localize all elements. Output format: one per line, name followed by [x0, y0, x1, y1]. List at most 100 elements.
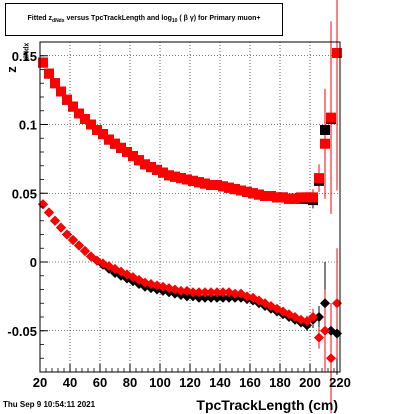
title-log-subscript: 10	[171, 18, 178, 24]
data-point-square	[56, 86, 66, 97]
data-point-square	[116, 142, 126, 153]
data-point-square	[86, 119, 96, 130]
data-point-diamond	[194, 287, 204, 298]
data-point-diamond	[206, 287, 216, 298]
data-point-diamond	[188, 287, 198, 298]
data-point-square	[236, 185, 246, 196]
data-point-square	[302, 192, 312, 203]
data-point-square	[194, 177, 204, 188]
y-tick-label: 0	[30, 255, 37, 270]
y-tick-label: 0.1	[19, 118, 37, 133]
tick-label-layer: 20 40 60 80 100 120 140 160 180 200 220 -0.05 0 0.05 0…	[7, 49, 350, 390]
data-point-square	[320, 125, 330, 135]
x-tick-label: 180	[269, 375, 291, 390]
data-point-square	[128, 151, 138, 162]
data-point-diamond	[44, 207, 54, 218]
data-point-square	[68, 101, 78, 112]
chart-title: Fitted zdNdx versus TpcTrackLength and l…	[6, 15, 282, 24]
data-point-square	[242, 186, 252, 197]
data-point-diamond	[200, 292, 210, 303]
data-point-square	[326, 112, 336, 123]
data-point-square	[278, 192, 288, 203]
data-point-diamond	[74, 240, 84, 251]
data-point-square	[80, 114, 90, 124]
data-point-square	[140, 159, 150, 170]
data-point-square	[224, 182, 234, 193]
data-point-square	[308, 192, 318, 203]
data-point-square	[98, 129, 108, 140]
data-point-square	[38, 57, 48, 68]
data-point-square	[122, 147, 132, 157]
data-point-diamond	[224, 292, 234, 303]
x-tick-label: 200	[299, 375, 321, 390]
data-point-square	[92, 125, 102, 135]
x-tick-label: 120	[179, 375, 201, 390]
data-point-square	[230, 184, 240, 195]
data-point-square	[272, 192, 282, 203]
data-point-diamond	[218, 292, 228, 303]
data-point-square	[176, 173, 186, 184]
data-point-square	[110, 138, 120, 149]
data-point-diamond	[302, 316, 312, 327]
data-point-square	[182, 174, 192, 185]
data-point-diamond	[314, 332, 324, 343]
data-point-square	[104, 134, 114, 145]
data-point-square	[212, 180, 222, 190]
axes-layer	[39, 41, 341, 373]
data-point-square	[170, 171, 180, 182]
data-point-square	[134, 155, 144, 166]
data-point-diamond	[176, 285, 186, 296]
title-middle: versus TpcTrackLength and log	[64, 15, 172, 22]
x-tick-label: 60	[93, 375, 107, 390]
title-box: Fitted zdNdx versus TpcTrackLength and l…	[5, 3, 283, 36]
marker-layer	[38, 48, 342, 364]
data-point-diamond	[320, 325, 330, 336]
data-point-square	[320, 138, 330, 149]
data-point-square	[290, 193, 300, 204]
x-tick-label: 80	[123, 375, 137, 390]
x-tick-label: 220	[329, 375, 351, 390]
data-point-diamond	[200, 287, 210, 298]
data-point-diamond	[308, 312, 318, 322]
data-point-square	[296, 192, 306, 203]
data-point-square	[260, 191, 270, 201]
x-tick-label: 100	[149, 375, 171, 390]
data-point-square	[62, 94, 72, 105]
data-point-diamond	[314, 312, 324, 322]
data-point-diamond	[320, 298, 330, 309]
x-tick-label: 160	[239, 375, 261, 390]
data-point-diamond	[56, 222, 66, 233]
data-point-square	[188, 175, 198, 186]
x-tick-label: 140	[209, 375, 231, 390]
data-point-diamond	[182, 291, 192, 302]
data-point-diamond	[212, 287, 222, 298]
x-tick-label: 40	[63, 375, 77, 390]
y-tick-label: 0.05	[12, 186, 37, 201]
x-tick-label: 20	[33, 375, 47, 390]
y-tick-label: -0.05	[7, 324, 37, 339]
data-point-diamond	[62, 229, 72, 240]
data-point-square	[314, 173, 324, 184]
data-point-diamond	[218, 287, 228, 298]
data-point-square	[218, 181, 228, 192]
data-point-square	[164, 170, 174, 181]
data-point-square	[332, 48, 342, 58]
data-point-square	[284, 193, 294, 204]
data-point-diamond	[68, 235, 78, 245]
data-point-diamond	[50, 215, 60, 226]
data-point-square	[206, 180, 216, 190]
data-point-diamond	[326, 353, 336, 364]
data-point-square	[266, 191, 276, 201]
data-point-square	[146, 162, 156, 173]
data-point-square	[152, 164, 162, 175]
data-point-square	[248, 188, 258, 199]
error-bar-layer	[294, 0, 338, 414]
footer-date: Thu Sep 9 10:54:11 2021	[3, 400, 96, 409]
data-point-square	[44, 68, 54, 79]
data-point-diamond	[212, 292, 222, 303]
data-point-diamond	[206, 292, 216, 303]
data-point-square	[254, 189, 264, 200]
data-point-diamond	[80, 246, 90, 256]
